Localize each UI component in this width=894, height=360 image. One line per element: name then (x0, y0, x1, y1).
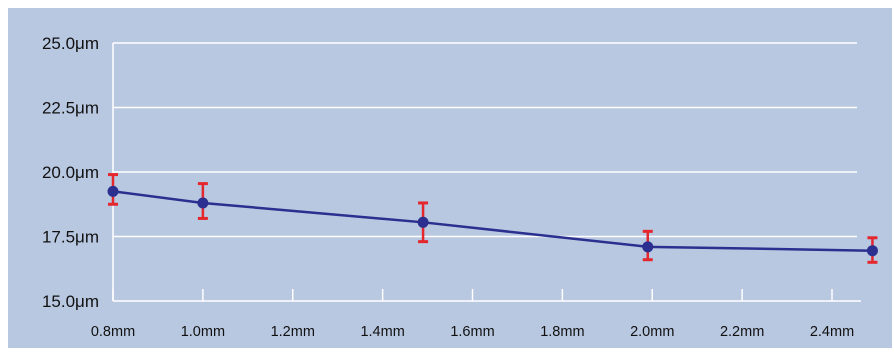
x-tick-label-3: 1.4mm (360, 324, 404, 340)
gridlines (113, 42, 857, 238)
data-point-2 (417, 216, 429, 228)
x-tick-label-5: 1.8mm (540, 324, 584, 340)
error-bars (108, 173, 878, 264)
y-tick-label-1: 17.5μm (42, 228, 99, 247)
x-tick-label-0: 0.8mm (91, 324, 135, 340)
axes (112, 43, 861, 302)
chart-background (8, 8, 892, 348)
y-tick-label-3: 22.5μm (42, 99, 99, 118)
x-tick-labels: 0.8mm 1.0mm 1.2mm 1.4mm 1.6mm 1.8mm 2.0mm 2.2mm… (91, 324, 854, 340)
y-tick-label-4: 25.0μm (42, 34, 99, 53)
data-point-1 (197, 197, 209, 209)
x-tick-label-4: 1.6mm (450, 324, 494, 340)
data-point-3 (642, 241, 654, 253)
y-tick-label-0: 15.0μm (42, 292, 99, 311)
x-tick-label-8: 2.4mm (810, 324, 854, 340)
x-tick-label-6: 2.0mm (630, 324, 674, 340)
y-tick-labels: 15.0μm 17.5μm 20.0μm 22.5μm 25.0μm (42, 34, 99, 311)
y-tick-label-2: 20.0μm (42, 163, 99, 182)
data-point-4 (866, 245, 878, 257)
x-tick-label-7: 2.2mm (720, 324, 764, 340)
x-tick-label-2: 1.2mm (271, 324, 315, 340)
data-points (107, 185, 878, 257)
data-point-0 (107, 185, 119, 197)
x-tick-label-1: 1.0mm (181, 324, 225, 340)
